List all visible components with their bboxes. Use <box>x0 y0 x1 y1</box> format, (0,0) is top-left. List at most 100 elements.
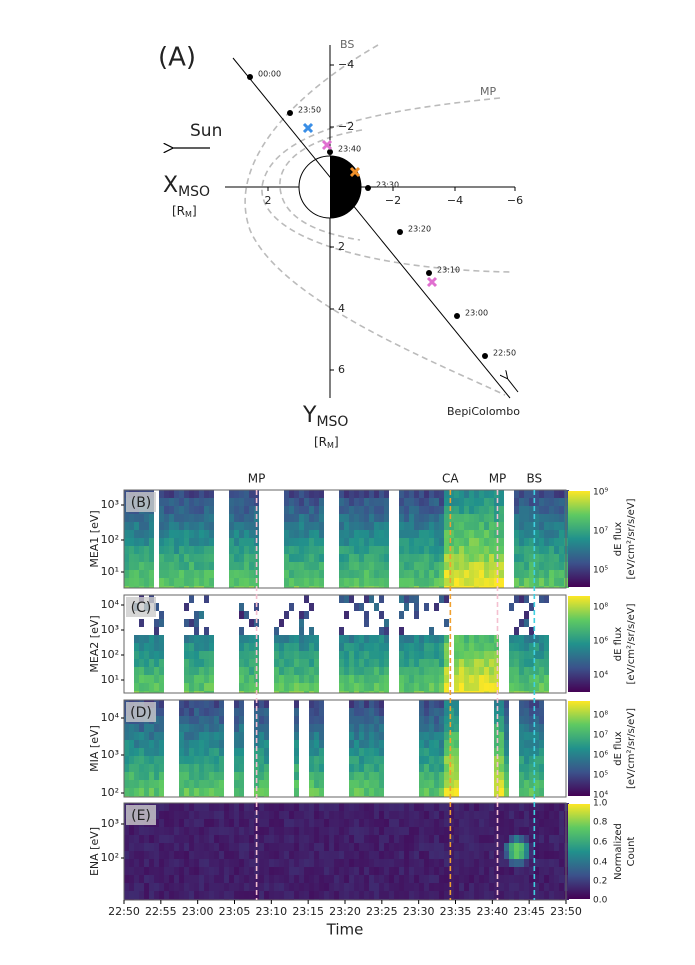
spectrogram-cell <box>134 538 139 546</box>
spectrogram-cell <box>539 819 544 827</box>
spectrogram-cell <box>214 811 219 819</box>
spectrogram-cell <box>484 883 489 891</box>
spectrogram-cell <box>309 772 314 780</box>
spectrogram-cell <box>299 522 304 530</box>
spectrogram-cell <box>144 740 149 748</box>
spectrogram-cell <box>204 859 209 867</box>
spectrogram-cell <box>364 756 369 764</box>
spectrogram-cell <box>349 883 354 891</box>
x-tick-label: 23:20 <box>329 905 361 918</box>
spectrogram-cell <box>529 827 534 835</box>
spectrogram-cell <box>419 643 424 651</box>
spectrogram-cell <box>489 843 494 851</box>
spectrogram-cell <box>314 803 319 811</box>
spectrogram-cell <box>449 530 454 538</box>
spectrogram-cell <box>454 522 459 530</box>
spectrogram-cell <box>219 851 224 859</box>
spectrogram-cell <box>539 683 544 691</box>
spectrogram-cell <box>314 691 319 693</box>
spectrogram-cell <box>494 764 499 772</box>
spectrogram-cell <box>204 490 209 498</box>
spectrogram-cell <box>149 748 154 756</box>
spectrogram-cell <box>429 843 434 851</box>
spectrogram-cell <box>484 490 489 498</box>
spectrogram-cell <box>209 586 214 588</box>
spectrogram-cell <box>504 732 509 740</box>
spectrogram-cell <box>454 748 459 756</box>
spectrogram-cell <box>484 506 489 514</box>
spectrogram-cell <box>409 586 414 588</box>
spectrogram-cell <box>239 788 244 796</box>
spectrogram-cell <box>184 659 189 667</box>
spectrogram-cell <box>404 819 409 827</box>
spectrogram-cell <box>219 764 224 772</box>
spectrogram-cell <box>429 724 434 732</box>
spectrogram-cell <box>279 659 284 667</box>
spectrogram-cell <box>449 570 454 578</box>
spectrogram-cell <box>404 691 409 693</box>
spectrogram-cell <box>249 643 254 651</box>
spectrogram-cell <box>544 578 549 586</box>
spectrogram-cell <box>324 851 329 859</box>
spectrogram-cell <box>189 700 194 708</box>
spectrogram-cell <box>374 875 379 883</box>
spectrogram-cell <box>444 811 449 819</box>
spectrogram-cell <box>494 859 499 867</box>
spectrogram-cell <box>249 867 254 875</box>
spectrogram-cell <box>229 506 234 514</box>
spectrogram-cell <box>359 659 364 667</box>
spectrogram-cell <box>339 835 344 843</box>
spectrogram-cell <box>314 659 319 667</box>
spectrogram-cell <box>384 835 389 843</box>
spectrogram-cell <box>154 843 159 851</box>
spectrogram-cell <box>489 643 494 651</box>
spectrogram-cell <box>379 835 384 843</box>
spectrogram-cell <box>279 891 284 899</box>
spectrogram-cell <box>524 651 529 659</box>
spectrogram-cell <box>209 570 214 578</box>
spectrogram-cell <box>544 803 549 811</box>
spectrogram-cell <box>309 546 314 554</box>
spectrogram-cell <box>384 843 389 851</box>
spectrogram-cell <box>344 651 349 659</box>
spectrogram-cell <box>499 724 504 732</box>
spectrogram-cell <box>439 586 444 588</box>
spectrogram-cell <box>499 700 504 708</box>
spectrogram-cell <box>219 867 224 875</box>
spectrogram-cell <box>339 546 344 554</box>
spectrogram-cell <box>214 708 219 716</box>
spectrogram-cell <box>499 740 504 748</box>
spectrogram-cell <box>524 506 529 514</box>
spectrogram-cell <box>529 586 534 588</box>
spectrogram-cell <box>229 538 234 546</box>
spectrogram-cell <box>239 691 244 693</box>
spectrogram-cell <box>359 514 364 522</box>
spectrogram-cell <box>304 827 309 835</box>
time-dot <box>287 110 293 116</box>
spectrogram-cell <box>364 843 369 851</box>
spectrogram-cell <box>424 691 429 693</box>
spectrogram-cell <box>454 675 459 683</box>
spectrogram-cell <box>169 827 174 835</box>
spectrogram-cell <box>334 827 339 835</box>
spectrogram-cell <box>449 811 454 819</box>
spectrogram-cell <box>349 667 354 675</box>
spectrogram-cell <box>234 490 239 498</box>
spectrogram-cell <box>284 514 289 522</box>
spectrogram-cell <box>184 562 189 570</box>
spectrogram-cell <box>314 667 319 675</box>
spectrogram-cell <box>234 570 239 578</box>
spectrogram-cell <box>339 562 344 570</box>
spectrogram-cell <box>194 748 199 756</box>
spectrogram-cell <box>474 683 479 691</box>
spectrogram-cell <box>264 732 269 740</box>
spectrogram-cell <box>524 811 529 819</box>
spectrogram-cell <box>439 716 444 724</box>
spectrogram-cell <box>159 859 164 867</box>
spectrogram-cell <box>424 811 429 819</box>
spectrogram-cell <box>444 514 449 522</box>
spectrogram-cell <box>204 546 209 554</box>
spectrogram-cell <box>159 732 164 740</box>
spectrogram-cell <box>374 708 379 716</box>
spectrogram-cell <box>339 514 344 522</box>
